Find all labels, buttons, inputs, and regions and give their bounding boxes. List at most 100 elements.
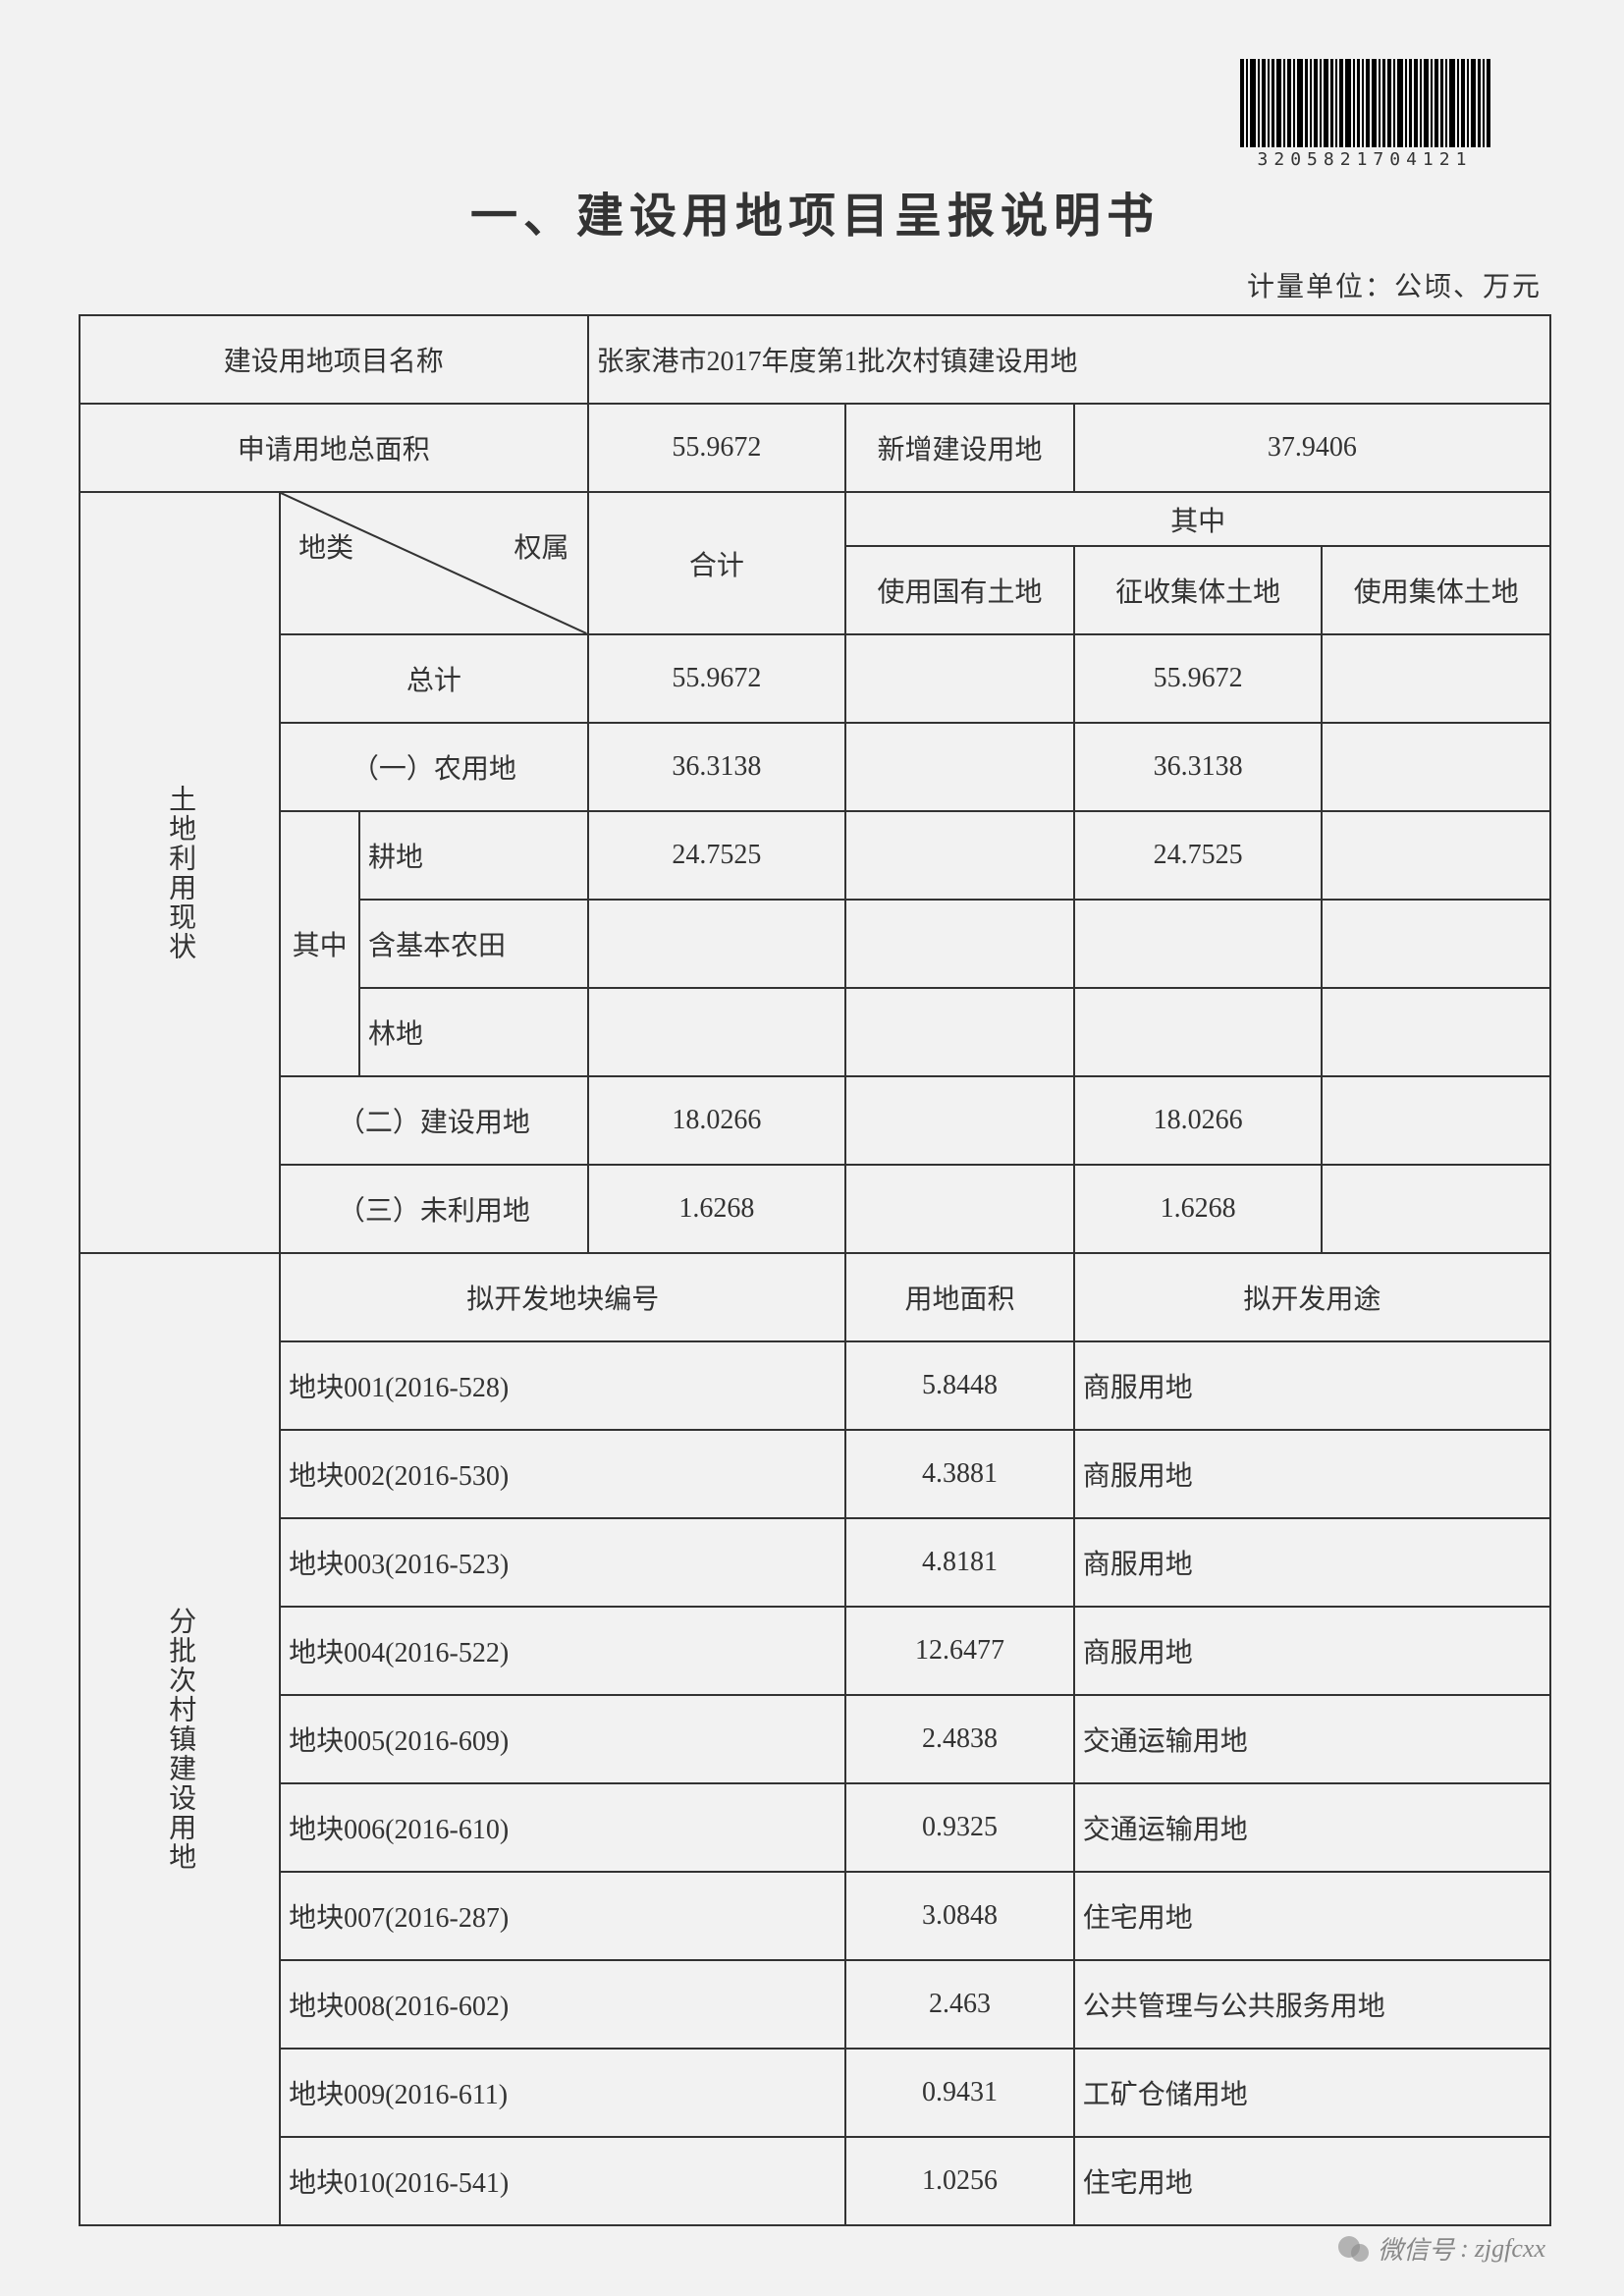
cell-empty (1322, 723, 1550, 811)
cell-empty (845, 723, 1073, 811)
row-construction-label: （二）建设用地 (280, 1076, 587, 1165)
main-table: 建设用地项目名称 张家港市2017年度第1批次村镇建设用地 申请用地总面积 55… (79, 314, 1551, 2226)
cell-empty (588, 900, 846, 988)
row-construction-collect: 18.0266 (1074, 1076, 1323, 1165)
block-purpose: 住宅用地 (1074, 1872, 1550, 1960)
block-purpose: 交通运输用地 (1074, 1695, 1550, 1783)
cell-empty (1074, 900, 1323, 988)
table-row: 土地利用现状 地类 权属 合计 其中 (80, 492, 1550, 546)
cell-empty (1322, 1076, 1550, 1165)
block-id: 地块002(2016-530) (280, 1430, 845, 1518)
table-row: 地块003(2016-523) 4.8181 商服用地 (80, 1518, 1550, 1607)
block-area: 2.4838 (845, 1695, 1073, 1783)
table-row: （一）农用地 36.3138 36.3138 (80, 723, 1550, 811)
sub-label: 其中 (280, 811, 359, 1076)
unit-label: 计量单位：公顷、万元 (79, 265, 1542, 304)
row-construction-sum: 18.0266 (588, 1076, 846, 1165)
block-area: 3.0848 (845, 1872, 1073, 1960)
block-id: 地块009(2016-611) (280, 2049, 845, 2137)
table-row: 申请用地总面积 55.9672 新增建设用地 37.9406 (80, 404, 1550, 492)
col-area: 用地面积 (845, 1253, 1073, 1341)
row-unused-label: （三）未利用地 (280, 1165, 587, 1253)
col-use-collective: 使用集体土地 (1322, 546, 1550, 634)
diag-left-label: 地类 (298, 526, 353, 566)
watermark: 微信号 : zjgfcxx (1336, 2230, 1545, 2267)
cell-empty (845, 1076, 1073, 1165)
block-area: 2.463 (845, 1960, 1073, 2049)
block-purpose: 住宅用地 (1074, 2137, 1550, 2225)
block-id: 地块005(2016-609) (280, 1695, 845, 1783)
block-area: 0.9325 (845, 1783, 1073, 1872)
wechat-icon (1336, 2231, 1372, 2267)
block-purpose: 公共管理与公共服务用地 (1074, 1960, 1550, 2049)
block-purpose: 商服用地 (1074, 1341, 1550, 1430)
cell-empty (1322, 900, 1550, 988)
table-row: 地块006(2016-610) 0.9325 交通运输用地 (80, 1783, 1550, 1872)
table-row: 地块010(2016-541) 1.0256 住宅用地 (80, 2137, 1550, 2225)
col-state: 使用国有土地 (845, 546, 1073, 634)
block-area: 1.0256 (845, 2137, 1073, 2225)
row-agri-label: （一）农用地 (280, 723, 587, 811)
cell-empty (845, 634, 1073, 723)
row-forest-label: 林地 (359, 988, 587, 1076)
label-apply-area: 申请用地总面积 (80, 404, 588, 492)
cell-empty (845, 900, 1073, 988)
table-row: 地块004(2016-522) 12.6477 商服用地 (80, 1607, 1550, 1695)
row-farmland-sum: 24.7525 (588, 811, 846, 900)
cell-empty (845, 811, 1073, 900)
cell-empty (1322, 811, 1550, 900)
table-row: 地块005(2016-609) 2.4838 交通运输用地 (80, 1695, 1550, 1783)
table-row: 地块007(2016-287) 3.0848 住宅用地 (80, 1872, 1550, 1960)
block-purpose: 工矿仓储用地 (1074, 2049, 1550, 2137)
barcode-bars (1237, 59, 1492, 147)
section2-side-label: 分批次村镇建设用地 (80, 1253, 280, 2225)
row-unused-collect: 1.6268 (1074, 1165, 1323, 1253)
block-id: 地块010(2016-541) (280, 2137, 845, 2225)
table-row: （二）建设用地 18.0266 18.0266 (80, 1076, 1550, 1165)
table-row: 建设用地项目名称 张家港市2017年度第1批次村镇建设用地 (80, 315, 1550, 404)
block-purpose: 商服用地 (1074, 1607, 1550, 1695)
cell-empty (1322, 634, 1550, 723)
block-purpose: 交通运输用地 (1074, 1783, 1550, 1872)
cell-empty (1074, 988, 1323, 1076)
block-purpose: 商服用地 (1074, 1430, 1550, 1518)
apply-area: 55.9672 (588, 404, 846, 492)
page-root: 3205821704121 一、建设用地项目呈报说明书 计量单位：公顷、万元 建… (79, 59, 1551, 2226)
table-row: 地块008(2016-602) 2.463 公共管理与公共服务用地 (80, 1960, 1550, 2049)
cell-empty (1322, 988, 1550, 1076)
row-total-sum: 55.9672 (588, 634, 846, 723)
table-row: 总计 55.9672 55.9672 (80, 634, 1550, 723)
cell-empty (1322, 1165, 1550, 1253)
row-total-label: 总计 (280, 634, 587, 723)
block-id: 地块003(2016-523) (280, 1518, 845, 1607)
label-project-name: 建设用地项目名称 (80, 315, 588, 404)
block-area: 4.8181 (845, 1518, 1073, 1607)
block-id: 地块001(2016-528) (280, 1341, 845, 1430)
block-id: 地块006(2016-610) (280, 1783, 845, 1872)
col-block-id: 拟开发地块编号 (280, 1253, 845, 1341)
block-area: 5.8448 (845, 1341, 1073, 1430)
barcode-block: 3205821704121 (1237, 59, 1492, 170)
col-total: 合计 (588, 492, 846, 634)
col-collect: 征收集体土地 (1074, 546, 1323, 634)
table-row: 地块009(2016-611) 0.9431 工矿仓储用地 (80, 2049, 1550, 2137)
row-farmland-label: 耕地 (359, 811, 587, 900)
watermark-label: 微信号 (1378, 2230, 1454, 2267)
cell-empty (588, 988, 846, 1076)
block-id: 地块007(2016-287) (280, 1872, 845, 1960)
table-row: 地块002(2016-530) 4.3881 商服用地 (80, 1430, 1550, 1518)
block-purpose: 商服用地 (1074, 1518, 1550, 1607)
page-title: 一、建设用地项目呈报说明书 (79, 177, 1551, 246)
label-new-construction: 新增建设用地 (845, 404, 1073, 492)
cell-empty (845, 1165, 1073, 1253)
table-row: 分批次村镇建设用地 拟开发地块编号 用地面积 拟开发用途 (80, 1253, 1550, 1341)
row-farmland-collect: 24.7525 (1074, 811, 1323, 900)
col-purpose: 拟开发用途 (1074, 1253, 1550, 1341)
watermark-value: zjgfcxx (1475, 2234, 1545, 2264)
diag-header: 地类 权属 (280, 492, 587, 634)
col-qizhong: 其中 (845, 492, 1550, 546)
table-row: （三）未利用地 1.6268 1.6268 (80, 1165, 1550, 1253)
row-agri-collect: 36.3138 (1074, 723, 1323, 811)
block-area: 4.3881 (845, 1430, 1073, 1518)
section1-side-label: 土地利用现状 (80, 492, 280, 1253)
